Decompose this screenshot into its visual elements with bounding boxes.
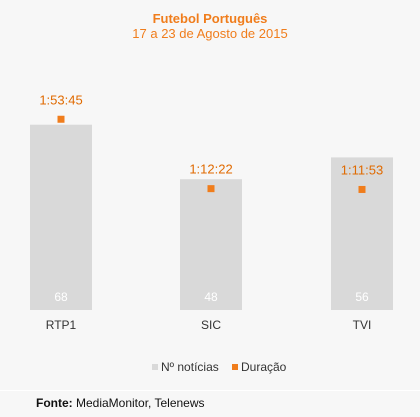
category-label: RTP1 [46, 318, 77, 332]
bar-value-label: 56 [355, 290, 369, 304]
source-note: Fonte: MediaMonitor, Telenews [36, 396, 205, 410]
chart-marks: 68 RTP1 1:53:45 48 SIC 1:12:22 56 TVI 1:11:53 [30, 92, 393, 332]
chart-title: Futebol Português [153, 11, 268, 26]
bar-chart: Futebol Português 17 a 23 de Agosto de 2… [30, 11, 393, 374]
chart-subtitle: 17 a 23 de Agosto de 2015 [132, 26, 287, 41]
duration-label: 1:53:45 [39, 92, 82, 107]
legend-swatch-duracao [232, 364, 238, 370]
bar-rtp1 [30, 124, 92, 310]
legend-label-noticias: Nº notícias [161, 360, 219, 374]
source-label: Fonte: [36, 396, 73, 410]
bar-sic [180, 179, 242, 310]
divider [0, 390, 420, 391]
duration-marker [57, 115, 65, 123]
duration-label: 1:11:53 [341, 162, 383, 177]
category-label: TVI [353, 318, 372, 332]
chart-legend: Nº notícias Duração [152, 360, 287, 374]
duration-marker [207, 185, 215, 193]
bar-tvi [331, 157, 393, 310]
bar-value-label: 48 [204, 290, 218, 304]
legend-label-duracao: Duração [241, 360, 287, 374]
duration-label: 1:12:22 [189, 162, 232, 177]
category-label: SIC [201, 318, 221, 332]
legend-swatch-noticias [152, 364, 158, 370]
source-text: MediaMonitor, Telenews [72, 396, 205, 410]
duration-marker [358, 185, 366, 193]
bar-value-label: 68 [54, 290, 68, 304]
